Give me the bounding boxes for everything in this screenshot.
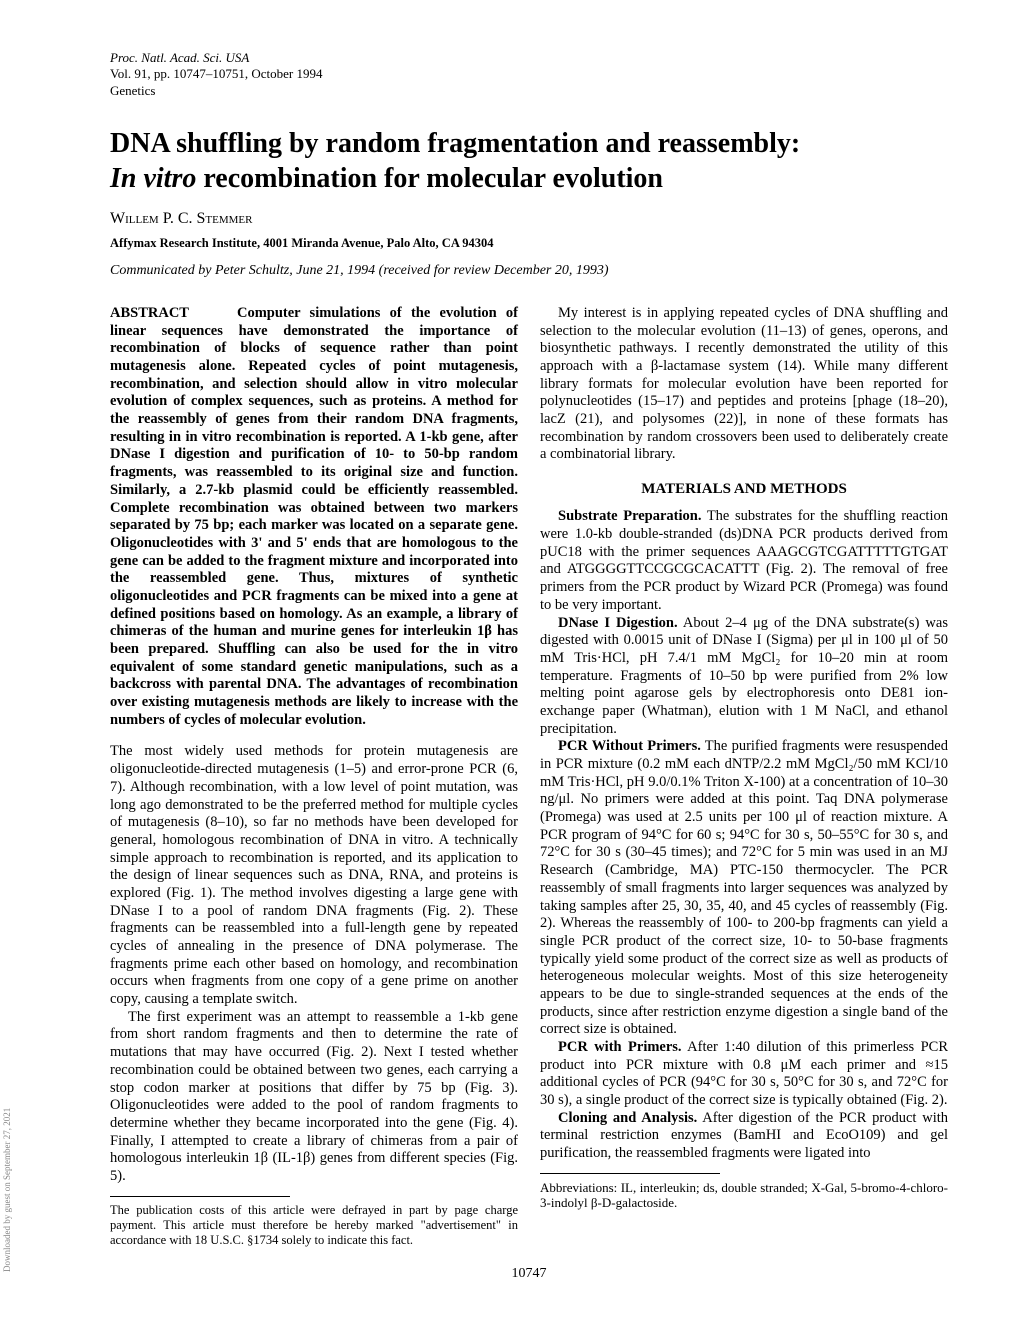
right-column: My interest is in applying repeated cycl… [540,305,948,1248]
cloning-label: Cloning and Analysis. [558,1110,697,1126]
dnase-label: DNase I Digestion. [558,615,678,631]
communicated-line: Communicated by Peter Schultz, June 21, … [110,263,948,279]
methods-cloning-analysis: Cloning and Analysis. After digestion of… [540,1110,948,1163]
publication-footnote: The publication costs of this article we… [110,1203,518,1248]
methods-pcr-with-primers: PCR with Primers. After 1:40 dilution of… [540,1039,948,1110]
intro-right-paragraph: My interest is in applying repeated cycl… [540,305,948,464]
dnase-text: About 2–4 μg of the DNA substrate(s) was… [540,615,948,737]
left-column: ABSTRACTComputer simulations of the evol… [110,305,518,1248]
pcr-primers-label: PCR with Primers. [558,1039,682,1055]
journal-header: Proc. Natl. Acad. Sci. USA Vol. 91, pp. … [110,50,948,99]
affiliation: Affymax Research Institute, 4001 Miranda… [110,236,948,251]
two-column-body: ABSTRACTComputer simulations of the evol… [110,305,948,1248]
subtitle-italic: In vitro [110,163,196,194]
abstract-label: ABSTRACT [110,305,189,321]
subtitle-rest: recombination for molecular evolution [196,163,663,194]
methods-dnase-digestion: DNase I Digestion. About 2–4 μg of the D… [540,615,948,739]
abbreviations: Abbreviations: IL, interleukin; ds, doub… [540,1180,948,1211]
author-name: Willem P. C. Stemmer [110,210,252,227]
journal-name: Proc. Natl. Acad. Sci. USA [110,50,948,66]
methods-substrate-prep: Substrate Preparation. The substrates fo… [540,508,948,614]
footnote-rule [110,1196,290,1197]
intro-paragraph-1: The most widely used methods for protein… [110,743,518,1008]
intro-paragraph-2: The first experiment was an attempt to r… [110,1009,518,1186]
page-number: 10747 [110,1266,948,1282]
article-subtitle: In vitro recombination for molecular evo… [110,162,948,196]
methods-heading: MATERIALS AND METHODS [540,480,948,498]
abbrev-rule [540,1173,720,1174]
volume-info: Vol. 91, pp. 10747–10751, October 1994 [110,66,948,82]
pcr-noprimers-label: PCR Without Primers. [558,738,701,754]
pcr-noprimers-text: The purified fragments were resuspended … [540,738,948,1037]
author-line: Willem P. C. Stemmer [110,210,948,228]
methods-pcr-no-primers: PCR Without Primers. The purified fragme… [540,738,948,1039]
article-title: DNA shuffling by random fragmentation an… [110,127,948,161]
abstract-block: ABSTRACTComputer simulations of the evol… [110,305,518,730]
abstract-text: Computer simulations of the evolution of… [110,305,518,728]
download-watermark: Downloaded by guest on September 27, 202… [2,1107,12,1271]
substrate-prep-label: Substrate Preparation. [558,508,701,524]
section-name: Genetics [110,83,948,99]
